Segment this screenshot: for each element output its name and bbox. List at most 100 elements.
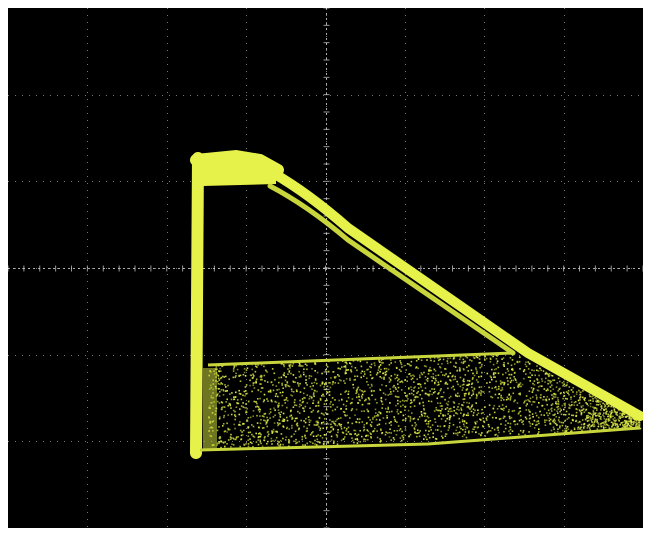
trace-speckle-dot [401, 435, 404, 437]
trace-speckle-dot [468, 364, 470, 367]
trace-speckle-dot [253, 400, 256, 403]
trace-speckle-dot [607, 403, 609, 406]
trace-speckle-dot [538, 381, 541, 384]
trace-speckle-dot [612, 424, 615, 426]
trace-speckle-dot [330, 439, 333, 441]
trace-speckle-dot [462, 361, 465, 363]
trace-speckle-dot [537, 370, 540, 372]
trace-speckle-dot [244, 395, 246, 397]
trace-speckle-dot [477, 409, 479, 411]
trace-speckle-dot [615, 411, 617, 414]
trace-speckle-dot [263, 413, 266, 415]
trace-speckle-dot [521, 383, 524, 386]
trace-speckle-dot [263, 427, 265, 429]
trace-speckle-dot [258, 411, 261, 413]
trace-speckle-dot [439, 380, 442, 383]
trace-speckle-dot [255, 432, 257, 435]
trace-speckle-dot [590, 417, 593, 419]
trace-speckle-dot [568, 413, 570, 416]
trace-speckle-dot [511, 368, 513, 371]
trace-speckle-dot [224, 445, 226, 448]
trace-speckle-dot [452, 385, 454, 388]
trace-speckle-dot [260, 364, 263, 366]
trace-speckle-dot [234, 418, 236, 421]
trace-speckle-dot [580, 411, 583, 414]
trace-speckle-dot [256, 414, 258, 417]
trace-speckle-dot [613, 409, 616, 412]
trace-speckle-dot [226, 443, 228, 445]
trace-speckle-dot [552, 426, 555, 429]
trace-speckle-dot [388, 422, 391, 424]
trace-speckle-dot [322, 413, 324, 415]
trace-speckle-dot [570, 401, 573, 403]
trace-speckle-dot [337, 367, 339, 370]
trace-speckle-dot [471, 378, 474, 381]
trace-speckle-dot [251, 433, 253, 436]
trace-speckle-dot [378, 360, 381, 363]
trace-speckle-dot [397, 399, 399, 402]
trace-speckle-dot [378, 423, 381, 426]
trace-speckle-dot [286, 406, 288, 409]
trace-speckle-dot [288, 442, 291, 444]
trace-speckle-dot [500, 394, 502, 397]
trace-speckle-dot [614, 424, 617, 427]
trace-speckle-dot [505, 372, 507, 374]
trace-speckle-dot [259, 441, 262, 443]
trace-speckle-dot [532, 387, 535, 390]
trace-speckle-dot [267, 400, 269, 402]
trace-speckle-dot [433, 388, 436, 390]
trace-speckle-dot [540, 378, 543, 380]
trace-speckle-dot [495, 417, 497, 419]
trace-speckle-dot [235, 372, 237, 375]
trace-speckle-dot [475, 431, 477, 434]
trace-speckle-dot [583, 422, 586, 425]
trace-speckle-dot [278, 441, 280, 443]
trace-speckle-dot [580, 391, 582, 394]
trace-speckle-dot [228, 378, 230, 380]
trace-speckle-dot [320, 412, 323, 415]
trace-speckle-dot [403, 364, 406, 367]
trace-speckle-dot [413, 427, 416, 429]
trace-speckle-dot [535, 420, 538, 423]
trace-speckle-dot [435, 438, 438, 440]
trace-speckle-dot [274, 414, 276, 417]
trace-speckle-dot [233, 396, 235, 398]
trace-speckle-dot [604, 420, 606, 423]
trace-speckle-dot [412, 390, 415, 392]
trace-speckle-dot [532, 416, 534, 418]
trace-speckle-dot [475, 393, 478, 396]
trace-speckle-dot [419, 430, 421, 432]
trace-speckle-dot [522, 431, 524, 434]
trace-speckle-dot [517, 384, 520, 386]
trace-speckle-dot [230, 413, 233, 416]
trace-speckle-dot [409, 364, 411, 367]
trace-speckle-dot [585, 402, 587, 404]
trace-speckle-dot [226, 398, 228, 401]
trace-speckle-dot [282, 443, 284, 446]
trace-speckle-dot [612, 421, 614, 424]
trace-speckle-dot [464, 428, 467, 431]
trace-speckle-dot [238, 424, 240, 426]
trace-speckle-dot [564, 414, 567, 416]
trace-speckle-dot [366, 429, 369, 431]
trace-speckle-dot [630, 419, 632, 421]
trace-speckle-dot [503, 365, 505, 367]
trace-speckle-dot [504, 424, 507, 426]
trace-speckle-dot [462, 362, 465, 365]
trace-speckle-dot [473, 387, 476, 390]
trace-speckle-dot [275, 385, 278, 387]
trace-speckle-dot [466, 406, 469, 408]
trace-speckle-dot [266, 420, 268, 423]
trace-speckle-dot [597, 404, 600, 406]
trace-speckle-dot [297, 410, 299, 413]
trace-speckle-dot [579, 427, 581, 430]
trace-speckle-dot [473, 374, 476, 377]
trace-speckle-dot [478, 391, 480, 394]
trace-speckle-dot [387, 394, 389, 396]
trace-speckle-dot [232, 376, 235, 379]
trace-speckle-dot [358, 399, 361, 401]
trace-speckle-dot [439, 366, 442, 369]
trace-speckle-dot [379, 438, 381, 440]
trace-speckle-dot [324, 418, 326, 420]
trace-speckle-dot [536, 365, 538, 367]
